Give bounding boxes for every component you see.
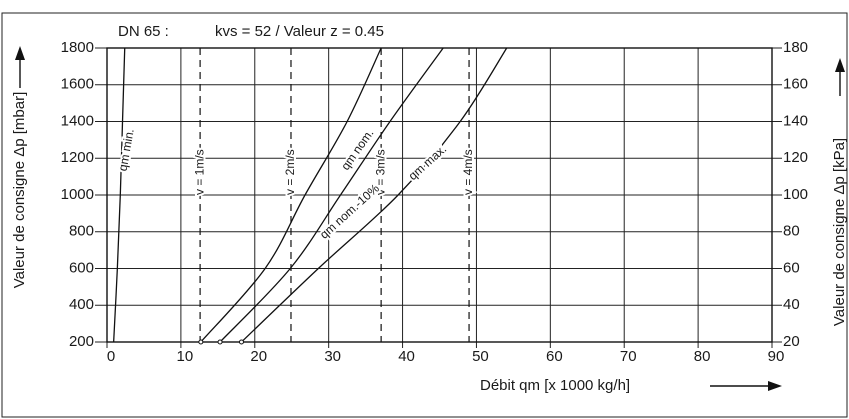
x-tick-label: 70 [620, 348, 637, 365]
y2-tick-label: 40 [783, 296, 800, 313]
y-arrow-head [15, 46, 25, 60]
y-tick-label: 1800 [61, 39, 94, 56]
y2-arrow-head [835, 58, 845, 72]
chart-subtitle: kvs = 52 / Valeur z = 0.45 [215, 23, 384, 40]
y-tick-label: 1600 [61, 76, 94, 93]
y2-tick-label: 180 [783, 39, 808, 56]
curve-label: qm nom.-10% [317, 181, 382, 242]
x-tick-label: 50 [472, 348, 489, 365]
x-axis-label: Débit qm [x 1000 kg/h] [480, 377, 630, 394]
y-tick-label: 200 [69, 333, 94, 350]
chart-title: DN 65 : [118, 23, 169, 40]
curve [219, 47, 444, 343]
y-tick-label: 600 [69, 259, 94, 276]
curve-label: qm max. [406, 142, 450, 183]
y2-tick-label: 120 [783, 149, 808, 166]
frame [1, 12, 848, 418]
curve [241, 47, 508, 343]
x-tick-label: 10 [177, 348, 194, 365]
x-tick-label: 60 [546, 348, 563, 365]
y2-tick-label: 160 [783, 76, 808, 93]
velocity-label: v = 2m/s [283, 149, 297, 195]
plot-border [106, 47, 773, 343]
y2-tick-label: 80 [783, 223, 800, 240]
curve [200, 47, 382, 343]
curve [113, 47, 126, 343]
y-axis-label: Valeur de consigne Δp [mbar] [11, 92, 28, 289]
velocity-label: v = 4m/s [461, 149, 475, 195]
y-tick-label: 400 [69, 296, 94, 313]
x-tick-label: 30 [324, 348, 341, 365]
x-tick-label: 0 [107, 348, 115, 365]
y-tick-label: 1200 [61, 149, 94, 166]
velocity-label: v = 1m/s [192, 149, 206, 195]
y2-tick-label: 20 [783, 333, 800, 350]
start-point [238, 339, 244, 345]
x-tick-label: 90 [768, 348, 785, 365]
x-tick-label: 80 [694, 348, 711, 365]
x-tick-label: 20 [250, 348, 267, 365]
y2-tick-label: 100 [783, 186, 808, 203]
x-arrow-head [768, 381, 782, 391]
start-point [198, 339, 204, 345]
y-tick-label: 800 [69, 223, 94, 240]
y2-tick-label: 140 [783, 112, 808, 129]
y2-tick-label: 60 [783, 259, 800, 276]
x-tick-label: 40 [398, 348, 415, 365]
curve-label: qm min. [116, 128, 137, 172]
y-tick-label: 1400 [61, 112, 94, 129]
start-point [217, 339, 223, 345]
velocity-label: v = 3m/s [373, 149, 387, 195]
y-tick-label: 1000 [61, 186, 94, 203]
y2-axis-label: Valeur de consigne Δp [kPa] [831, 138, 848, 326]
